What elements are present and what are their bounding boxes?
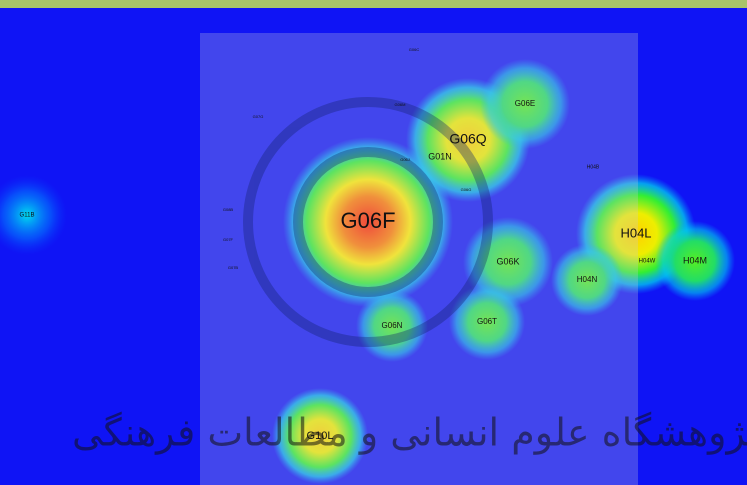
- node-label: H04M: [683, 255, 707, 265]
- node-label: G01N: [428, 151, 452, 161]
- node-label: G07B: [228, 265, 239, 270]
- node-label: H04B: [587, 164, 600, 170]
- node-label: H04L: [620, 225, 651, 240]
- node-label: G11B: [20, 213, 35, 219]
- node-label: G06T: [477, 317, 497, 326]
- node-label: G06F: [340, 208, 395, 233]
- density-blob: [449, 284, 525, 360]
- node-label: G06E: [515, 99, 535, 108]
- density-blob: [480, 59, 570, 149]
- node-label: G08B: [223, 207, 234, 212]
- node-label: G07G: [253, 114, 264, 119]
- density-blob: [655, 221, 735, 301]
- node-label: G07F: [223, 237, 234, 242]
- node-label: G10L: [307, 430, 334, 442]
- watermark-text: پژوهشگاه علوم انسانی و مطالعات فرهنگی: [72, 411, 747, 456]
- node-label: G06K: [496, 256, 519, 266]
- watermark-emblem: [243, 97, 493, 347]
- node-label: H04W: [639, 259, 656, 265]
- node-label: G06C: [409, 47, 420, 52]
- node-label: H04N: [577, 275, 598, 284]
- density-blob: [272, 388, 368, 484]
- density-blob: [356, 290, 428, 362]
- node-label: G06J: [400, 157, 410, 162]
- node-label: G06M: [395, 102, 406, 107]
- node-label: G06Q: [449, 131, 486, 147]
- node-label: G06N: [382, 321, 403, 330]
- node-label: G06G: [461, 187, 472, 192]
- density-blob: [551, 244, 623, 316]
- watermark-box: [200, 33, 638, 485]
- top-bar: [0, 0, 747, 8]
- density-blob: [283, 137, 453, 307]
- density-blob: [0, 175, 67, 255]
